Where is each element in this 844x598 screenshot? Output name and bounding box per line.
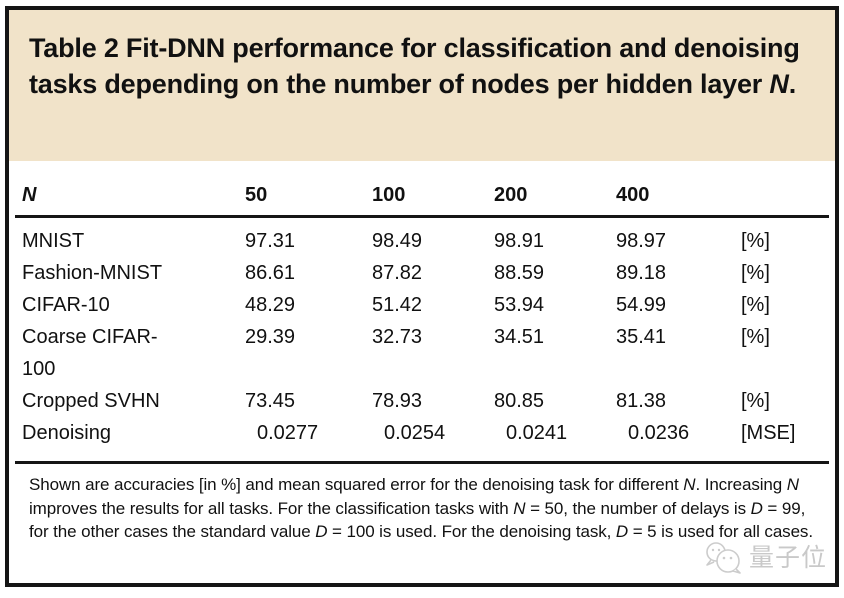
- header-col-400: 400: [616, 175, 740, 218]
- header-units: [740, 175, 829, 218]
- table-row: Cropped SVHN 73.45 78.93 80.85 81.38 [%]: [15, 385, 829, 417]
- header-row: N 50 100 200 400: [15, 175, 829, 218]
- table-row: Coarse CIFAR-100 29.39 32.73 34.51 35.41…: [15, 321, 829, 385]
- table-row: MNIST 97.31 98.49 98.91 98.97 [%]: [15, 217, 829, 258]
- value-cell-50: 0.0277: [257, 422, 319, 444]
- value-cell-200: 53.94: [494, 294, 545, 316]
- value-cell-100: 87.82: [372, 262, 423, 284]
- table-header: N 50 100 200 400: [15, 175, 829, 218]
- unit-cell: [%]: [741, 230, 770, 252]
- unit-cell: [%]: [741, 262, 770, 284]
- task-name-cell: CIFAR-10: [22, 294, 110, 316]
- unit-cell: [%]: [741, 294, 770, 316]
- value-cell-400: 89.18: [616, 262, 667, 284]
- value-cell-50: 29.39: [245, 326, 296, 348]
- watermark-text: 量子位: [748, 543, 827, 572]
- footnote-text: Shown are accuracies [in %] and mean squ…: [29, 475, 813, 541]
- value-cell-400: 98.97: [616, 230, 667, 252]
- header-col-200: 200: [494, 175, 616, 218]
- header-col-100: 100: [372, 175, 494, 218]
- task-name-cell: Cropped SVHN: [22, 390, 160, 412]
- watermark: 量子位: [703, 541, 827, 575]
- value-cell-50: 73.45: [245, 390, 296, 412]
- task-name-cell: Coarse CIFAR-100: [22, 326, 158, 380]
- unit-cell: [%]: [741, 326, 770, 348]
- value-cell-400: 0.0236: [628, 422, 690, 444]
- value-cell-200: 88.59: [494, 262, 545, 284]
- value-cell-400: 35.41: [616, 326, 667, 348]
- value-cell-200: 34.51: [494, 326, 545, 348]
- results-table: N 50 100 200 400 MNIST 97.31 98.49 98.91…: [15, 175, 829, 449]
- value-cell-400: 54.99: [616, 294, 667, 316]
- header-col-50: 50: [245, 175, 372, 218]
- value-cell-50: 48.29: [245, 294, 296, 316]
- value-cell-200: 98.91: [494, 230, 545, 252]
- value-cell-100: 0.0254: [384, 422, 446, 444]
- value-cell-200: 80.85: [494, 390, 545, 412]
- table-row: Fashion-MNIST 86.61 87.82 88.59 89.18 [%…: [15, 257, 829, 289]
- footnote-divider: [15, 461, 829, 464]
- value-cell-200: 0.0241: [506, 422, 568, 444]
- table-title-banner: Table 2 Fit-DNN performance for classifi…: [9, 10, 835, 161]
- table-row: CIFAR-10 48.29 51.42 53.94 54.99 [%]: [15, 289, 829, 321]
- value-cell-100: 51.42: [372, 294, 423, 316]
- value-cell-100: 78.93: [372, 390, 423, 412]
- value-cell-100: 98.49: [372, 230, 423, 252]
- unit-cell: [MSE]: [741, 422, 796, 444]
- value-cell-100: 32.73: [372, 326, 423, 348]
- task-name-cell: Fashion-MNIST: [22, 262, 163, 284]
- table-title: Table 2 Fit-DNN performance for classifi…: [29, 33, 800, 99]
- value-cell-50: 97.31: [245, 230, 296, 252]
- table-row: Denoising 0.0277 0.0254 0.0241 0.0236 [M…: [15, 417, 829, 449]
- qbitai-logo-icon: [706, 542, 741, 574]
- table-body: MNIST 97.31 98.49 98.91 98.97 [%] Fashio…: [15, 217, 829, 450]
- unit-cell: [%]: [741, 390, 770, 412]
- paper-table-panel: Table 2 Fit-DNN performance for classifi…: [5, 6, 839, 587]
- header-n: N: [15, 175, 245, 218]
- task-name-cell: MNIST: [22, 230, 85, 252]
- value-cell-400: 81.38: [616, 390, 667, 412]
- task-name-cell: Denoising: [22, 422, 111, 444]
- value-cell-50: 86.61: [245, 262, 296, 284]
